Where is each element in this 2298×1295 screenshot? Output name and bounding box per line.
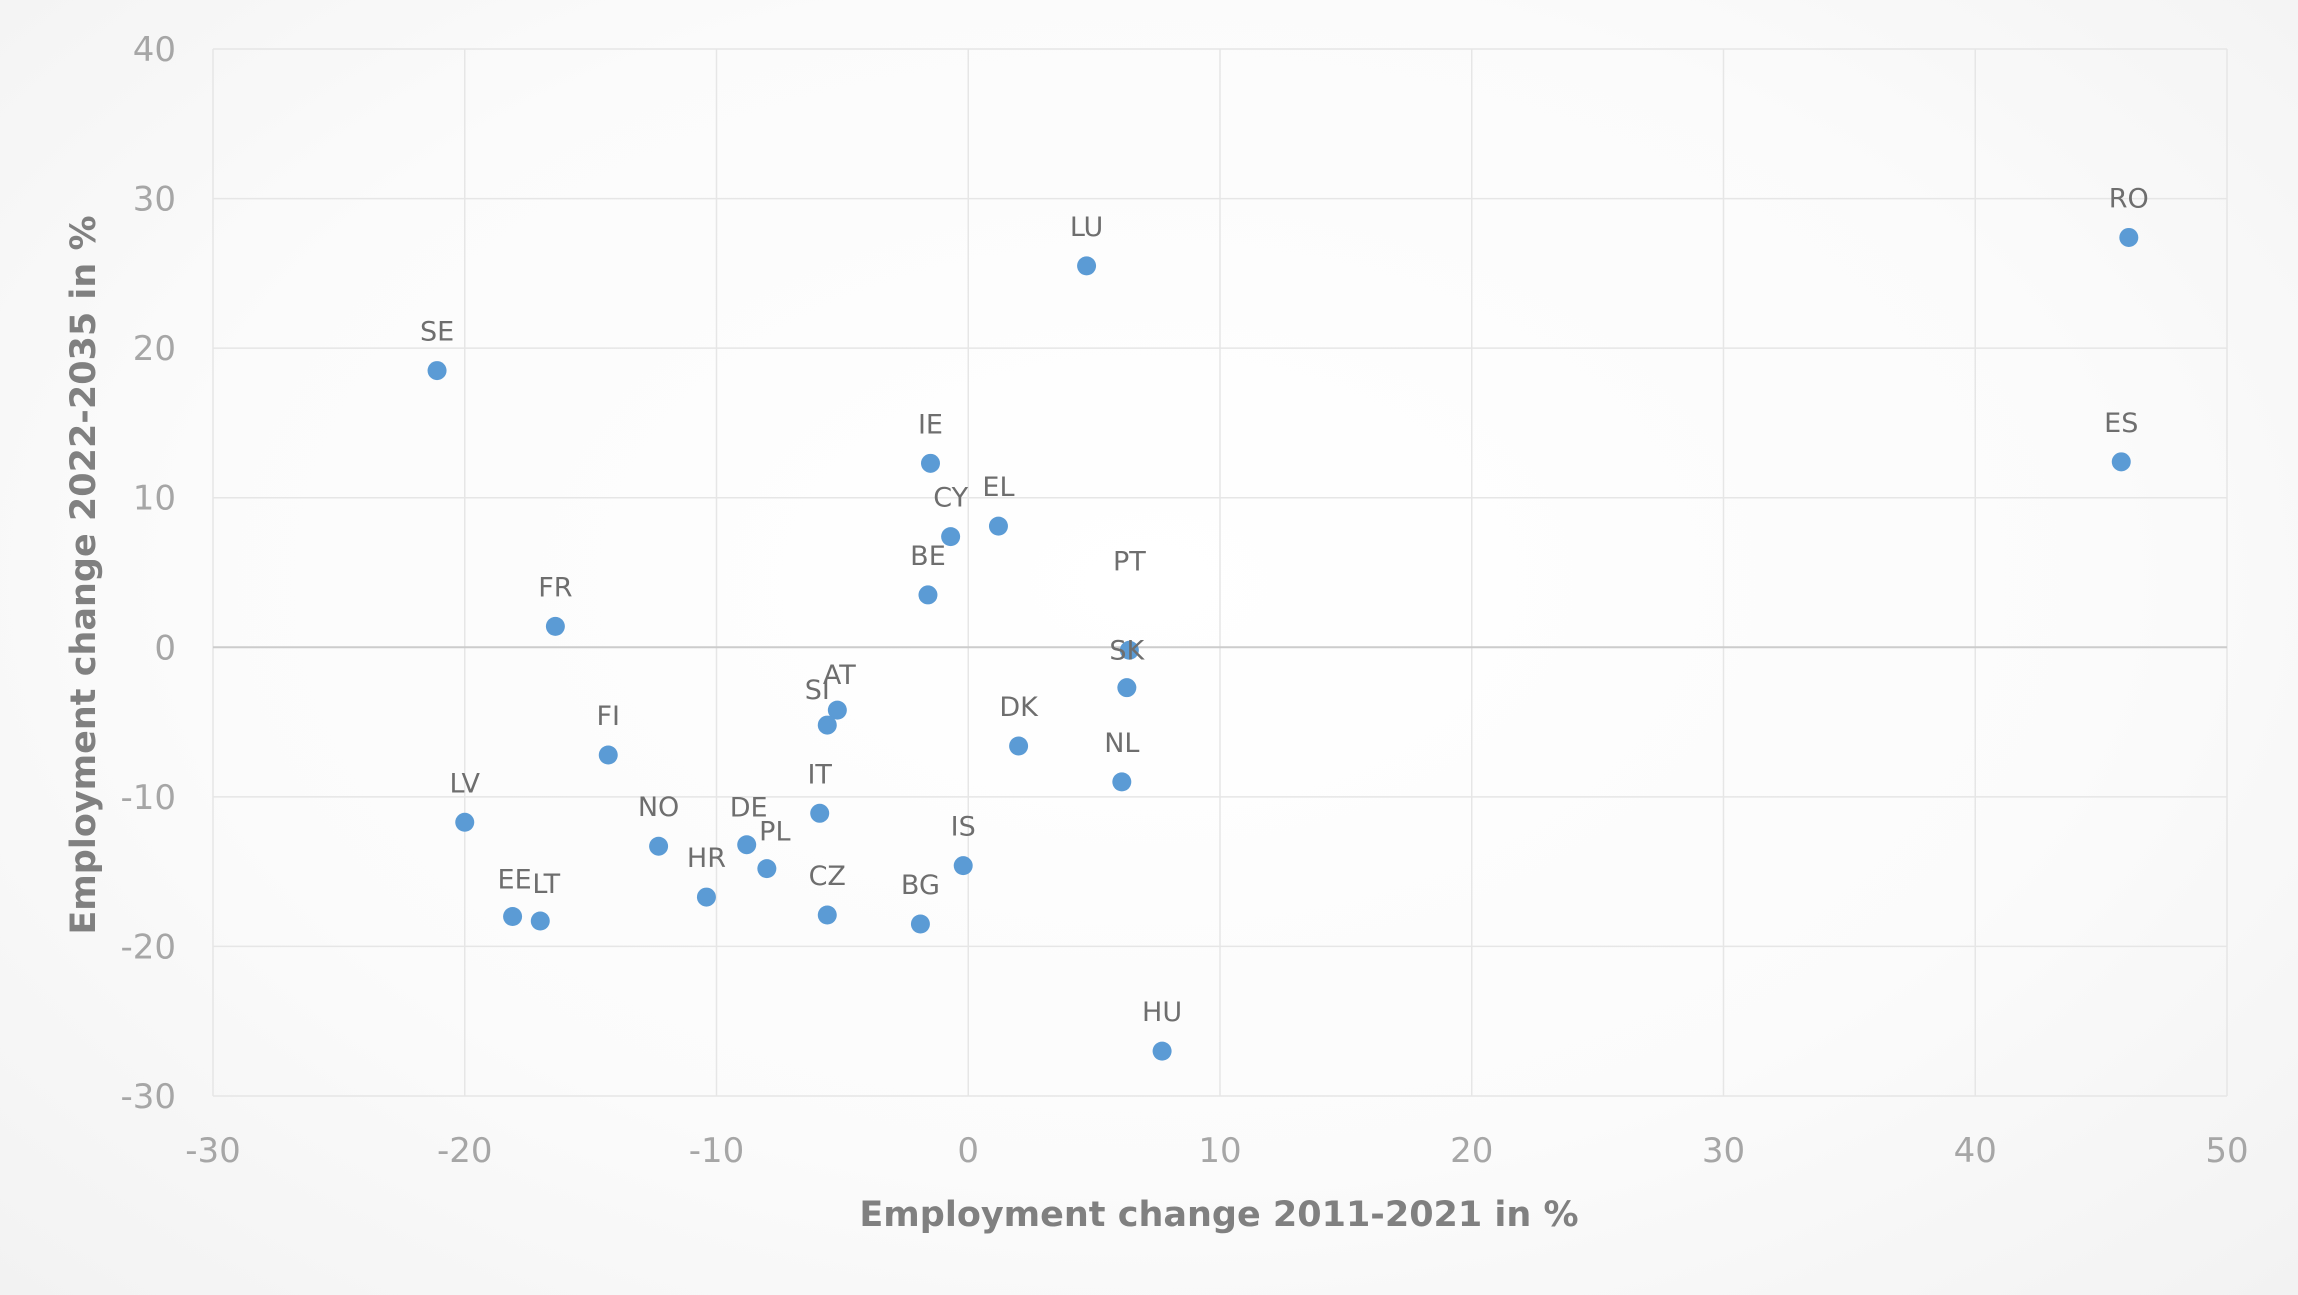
point-label-dk: DK	[999, 692, 1039, 723]
point-label-ee: EE	[498, 865, 532, 896]
data-point-ee	[503, 907, 523, 927]
y-axis-ticks: 40 30 20 10 0 -10 -20 -30	[120, 30, 176, 1117]
x-tick-label: 30	[1702, 1131, 1745, 1171]
data-point-lt	[530, 911, 550, 931]
point-label-cy: CY	[933, 483, 968, 514]
point-label-fr: FR	[538, 572, 572, 603]
point-label-ie: IE	[918, 409, 943, 440]
data-point-bg	[910, 914, 930, 934]
data-point-fr	[545, 616, 565, 636]
point-label-be: BE	[910, 541, 946, 572]
data-point-fi	[598, 745, 618, 765]
point-label-fi: FI	[596, 701, 620, 732]
x-tick-label: -30	[185, 1131, 241, 1171]
data-point-cz	[817, 905, 837, 925]
point-label-es: ES	[2104, 408, 2138, 439]
data-point-el	[988, 516, 1008, 536]
data-point-dk	[1009, 736, 1029, 756]
data-point-lu	[1077, 256, 1097, 276]
point-label-de: DE	[730, 793, 768, 824]
y-tick-label: 0	[154, 628, 176, 668]
gridlines	[212, 48, 2228, 1097]
x-tick-label: 40	[1954, 1131, 1997, 1171]
point-label-si: SI	[805, 675, 830, 706]
data-point-nl	[1112, 772, 1132, 792]
data-point-at	[827, 700, 847, 720]
x-tick-label: -20	[437, 1131, 493, 1171]
data-point-hr	[696, 887, 716, 907]
y-tick-label: 40	[133, 30, 176, 70]
x-tick-label: 50	[2205, 1131, 2248, 1171]
point-label-lt: LT	[532, 869, 560, 900]
data-point-is	[953, 856, 973, 876]
point-label-is: IS	[951, 812, 976, 843]
data-point-sk	[1117, 678, 1137, 698]
data-point-si	[817, 715, 837, 735]
data-point-it	[810, 803, 830, 823]
point-label-pl: PL	[759, 817, 790, 848]
x-axis-title: Employment change 2011-2021 in %	[859, 1195, 1578, 1235]
y-tick-label: -10	[120, 778, 176, 818]
x-tick-label: 0	[957, 1131, 979, 1171]
data-point-de	[737, 835, 757, 855]
data-point-hu	[1152, 1041, 1172, 1061]
x-tick-label: 10	[1198, 1131, 1241, 1171]
data-point-ro	[2119, 227, 2139, 247]
point-label-at: AT	[823, 660, 856, 691]
x-tick-label: 20	[1450, 1131, 1493, 1171]
point-label-bg: BG	[901, 870, 940, 901]
point-label-lv: LV	[449, 768, 480, 799]
y-tick-label: 30	[133, 180, 176, 220]
data-point-ie	[920, 453, 940, 473]
point-label-el: EL	[982, 472, 1014, 503]
point-label-hu: HU	[1142, 997, 1182, 1028]
point-label-ro: RO	[2109, 183, 2149, 214]
y-tick-label: -20	[120, 927, 176, 967]
point-label-cz: CZ	[809, 861, 846, 892]
point-label-pt: PT	[1113, 546, 1146, 577]
point-label-hr: HR	[687, 843, 726, 874]
y-tick-label: 10	[133, 479, 176, 519]
point-label-it: IT	[807, 759, 832, 790]
point-label-se: SE	[420, 317, 454, 348]
point-label-nl: NL	[1104, 728, 1139, 759]
point-label-sk: SK	[1109, 636, 1145, 667]
x-axis-ticks: -30 -20 -10 0 10 20 30 40 50	[185, 1131, 2248, 1171]
data-point-be	[918, 585, 938, 605]
data-point-pl	[757, 859, 777, 879]
point-label-lu: LU	[1070, 212, 1103, 243]
y-axis-title: Employment change 2022-2035 in %	[64, 215, 104, 934]
data-points	[427, 227, 2139, 1061]
data-point-no	[649, 836, 669, 856]
y-tick-label: -30	[120, 1077, 176, 1117]
data-point-cy	[941, 527, 961, 547]
point-label-no: NO	[638, 792, 679, 823]
x-tick-label: -10	[689, 1131, 745, 1171]
data-point-lv	[455, 812, 475, 832]
data-point-pt	[1119, 640, 1139, 660]
data-point-se	[427, 361, 447, 381]
y-tick-label: 20	[133, 329, 176, 369]
data-point-es	[2111, 452, 2131, 472]
